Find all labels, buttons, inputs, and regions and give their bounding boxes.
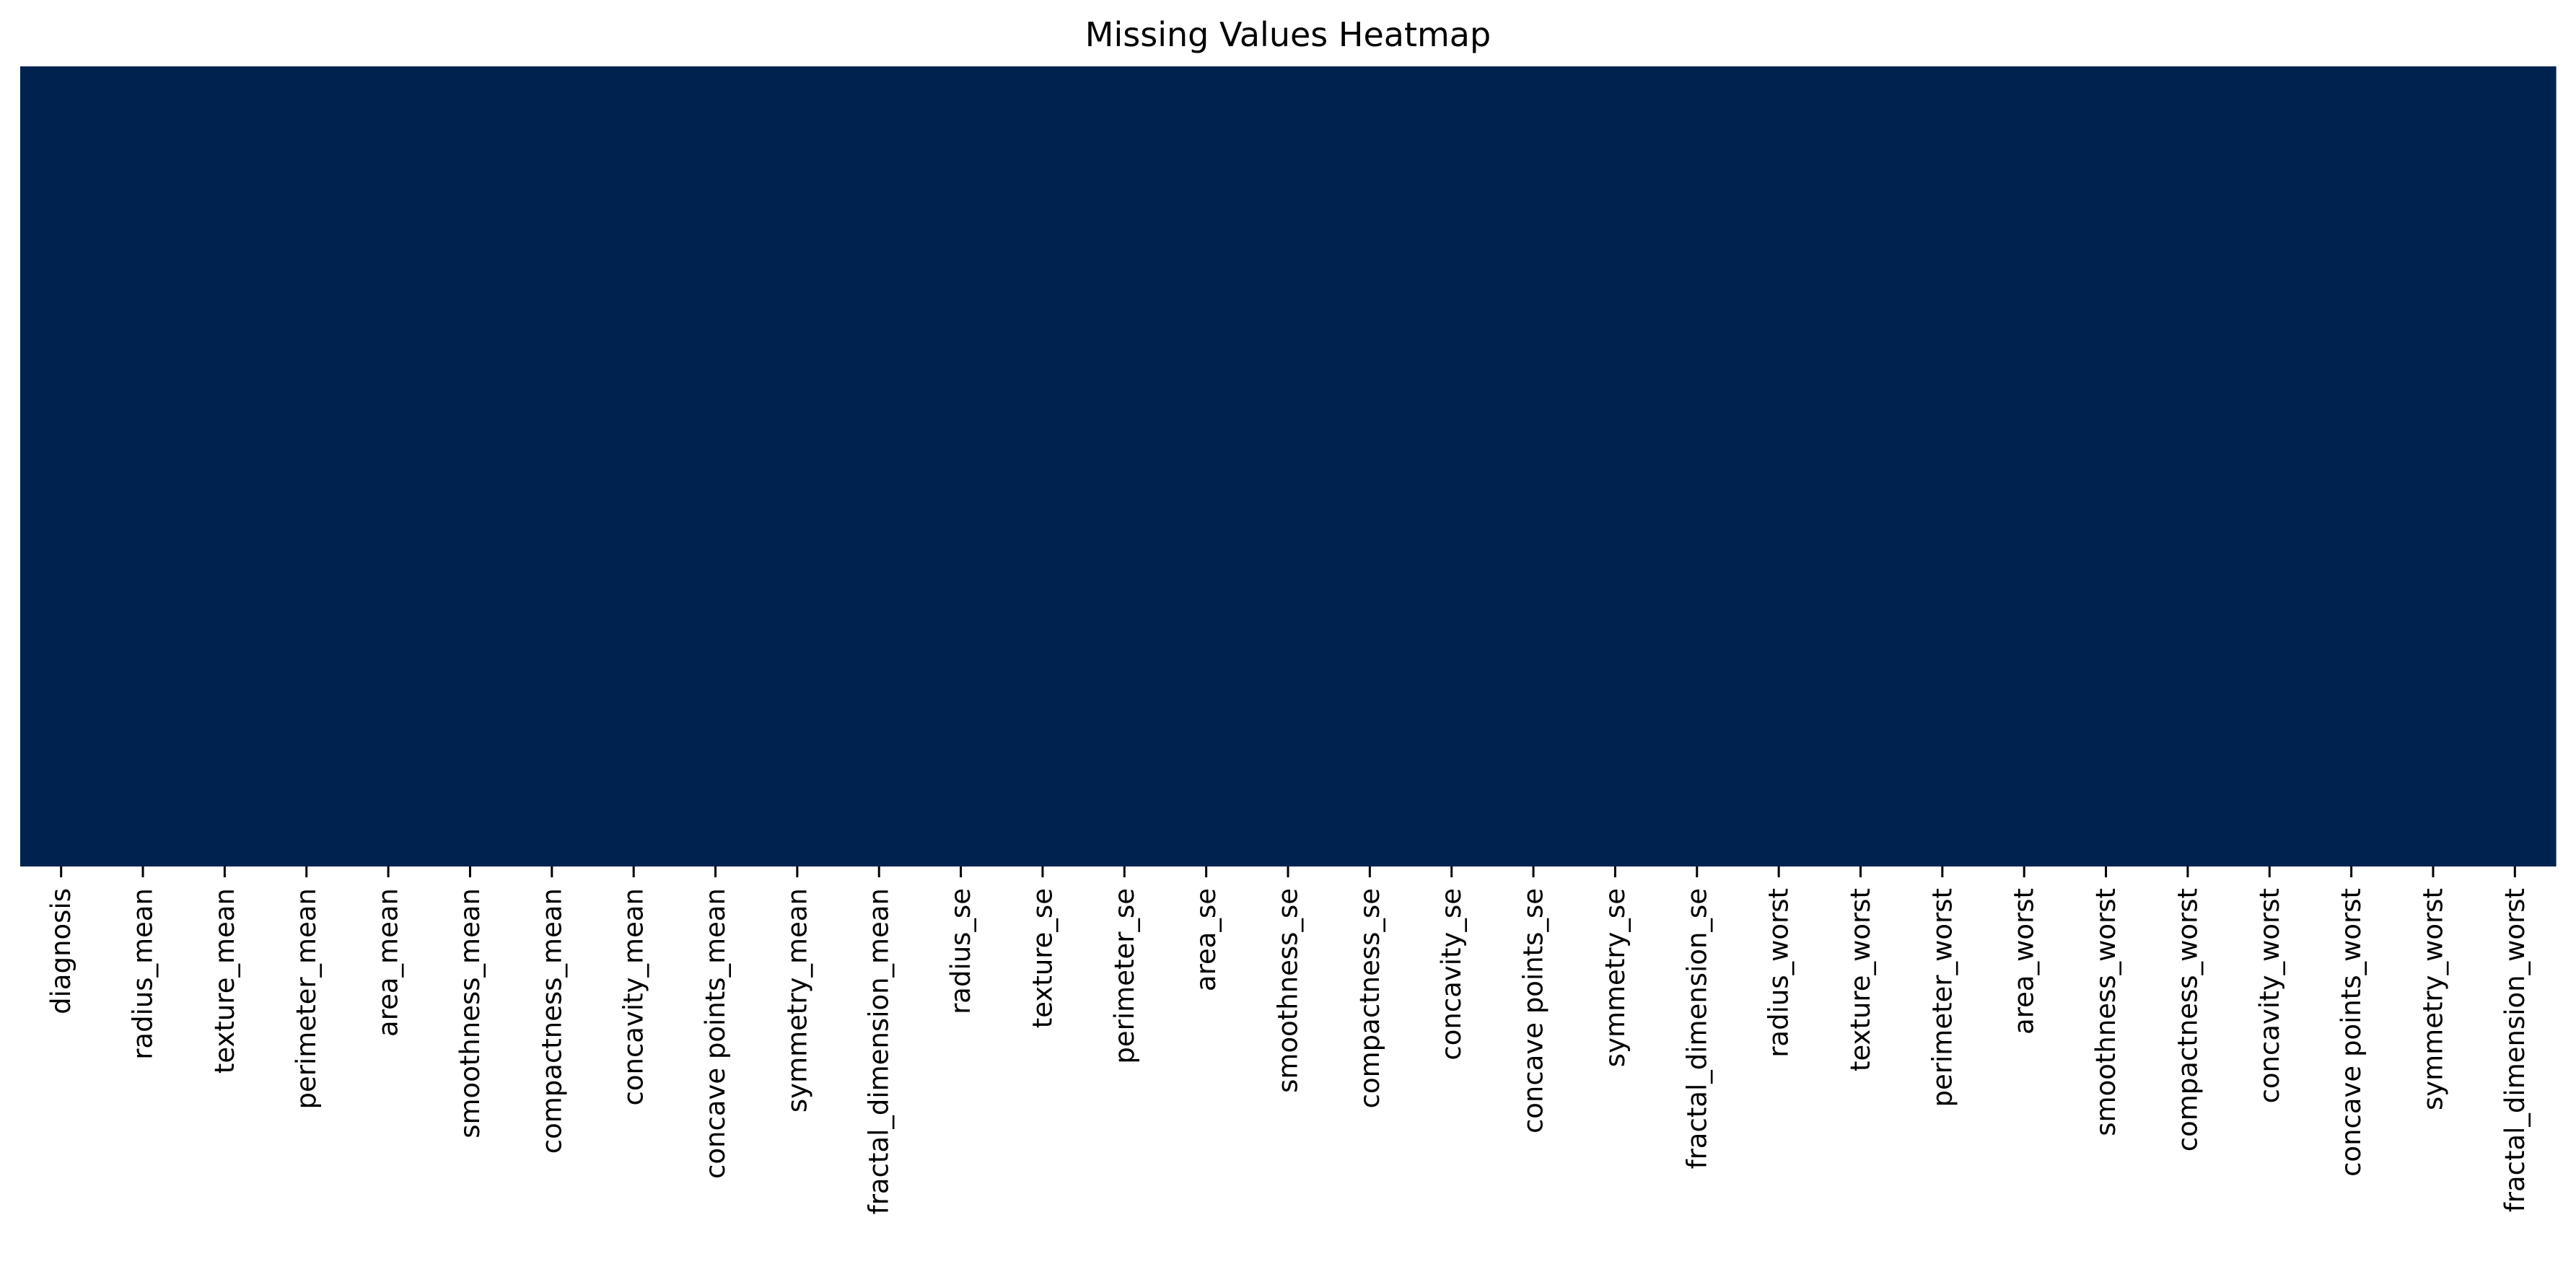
heatmap-column <box>20 66 102 866</box>
x-tick-label: texture_mean <box>209 888 240 1074</box>
heatmap-column <box>2064 66 2147 866</box>
x-tick-label: perimeter_worst <box>1927 888 1958 1107</box>
heatmap-column <box>266 66 349 866</box>
x-tick-label: radius_mean <box>128 888 159 1060</box>
heatmap-column <box>1247 66 1330 866</box>
x-tick-label: concavity_worst <box>2254 888 2285 1103</box>
heatmap-column <box>2228 66 2311 866</box>
heatmap-column <box>1738 66 1821 866</box>
x-tick-label: concave points_worst <box>2336 888 2367 1177</box>
heatmap-column <box>1574 66 1657 866</box>
heatmap-column <box>1083 66 1166 866</box>
x-tick-label: compactness_mean <box>536 888 567 1154</box>
heatmap-column <box>1983 66 2066 866</box>
heatmap-column <box>756 66 839 866</box>
heatmap-column <box>1819 66 1902 866</box>
x-tick-label: smoothness_worst <box>2090 888 2121 1136</box>
heatmap-column <box>919 66 1002 866</box>
heatmap-column <box>1656 66 1739 866</box>
x-tick-label: fractal_dimension_se <box>1681 888 1712 1169</box>
heatmap-column <box>592 66 675 866</box>
heatmap-column <box>838 66 921 866</box>
x-tick-label: concave points_mean <box>700 888 731 1179</box>
x-tick-label: diagnosis <box>45 888 76 1014</box>
heatmap-column <box>102 66 185 866</box>
x-tick-label: fractal_dimension_mean <box>864 888 895 1214</box>
heatmap-column <box>183 66 266 866</box>
x-tick-label: compactness_se <box>1354 888 1385 1108</box>
heatmap-column <box>1002 66 1085 866</box>
x-tick-label: perimeter_mean <box>291 888 322 1109</box>
x-tick-label: smoothness_se <box>1273 888 1304 1093</box>
heatmap-column <box>429 66 512 866</box>
x-tick-label: perimeter_se <box>1109 888 1140 1064</box>
heatmap-column <box>1492 66 1575 866</box>
x-tick-label: radius_worst <box>1764 888 1795 1058</box>
heatmap-column <box>674 66 757 866</box>
heatmap-column <box>2147 66 2230 866</box>
heatmap-column <box>1901 66 1984 866</box>
x-axis-ticks: diagnosis radius_mean texture_mean perimete… <box>45 866 2531 1214</box>
x-tick-label: smoothness_mean <box>455 888 486 1138</box>
x-tick-label: area_se <box>1191 888 1222 991</box>
x-tick-label: symmetry_worst <box>2417 888 2448 1110</box>
heatmap-column <box>511 66 594 866</box>
x-tick-label: symmetry_se <box>1600 888 1631 1067</box>
x-tick-label: concavity_se <box>1436 888 1467 1061</box>
heatmap-column <box>1165 66 1248 866</box>
x-tick-label: concavity_mean <box>618 888 649 1105</box>
x-tick-label: area_mean <box>373 888 404 1037</box>
heatmap-column <box>347 66 430 866</box>
x-tick-label: concave points_se <box>1518 888 1549 1133</box>
x-tick-label: fractal_dimension_worst <box>2500 888 2531 1212</box>
x-tick-label: compactness_worst <box>2172 888 2203 1151</box>
heatmap-column <box>2474 66 2557 866</box>
x-tick-label: area_worst <box>2009 888 2040 1035</box>
chart-title: Missing Values Heatmap <box>1085 15 1491 54</box>
x-tick-label: radius_se <box>945 888 976 1014</box>
x-tick-label: symmetry_mean <box>781 888 812 1113</box>
x-tick-label: texture_worst <box>1845 888 1876 1071</box>
heatmap-column <box>1328 66 1411 866</box>
x-tick-label: texture_se <box>1027 888 1058 1028</box>
heatmap-column <box>2310 66 2393 866</box>
heatmap-column <box>1411 66 1493 866</box>
heatmap-column <box>2392 66 2475 866</box>
